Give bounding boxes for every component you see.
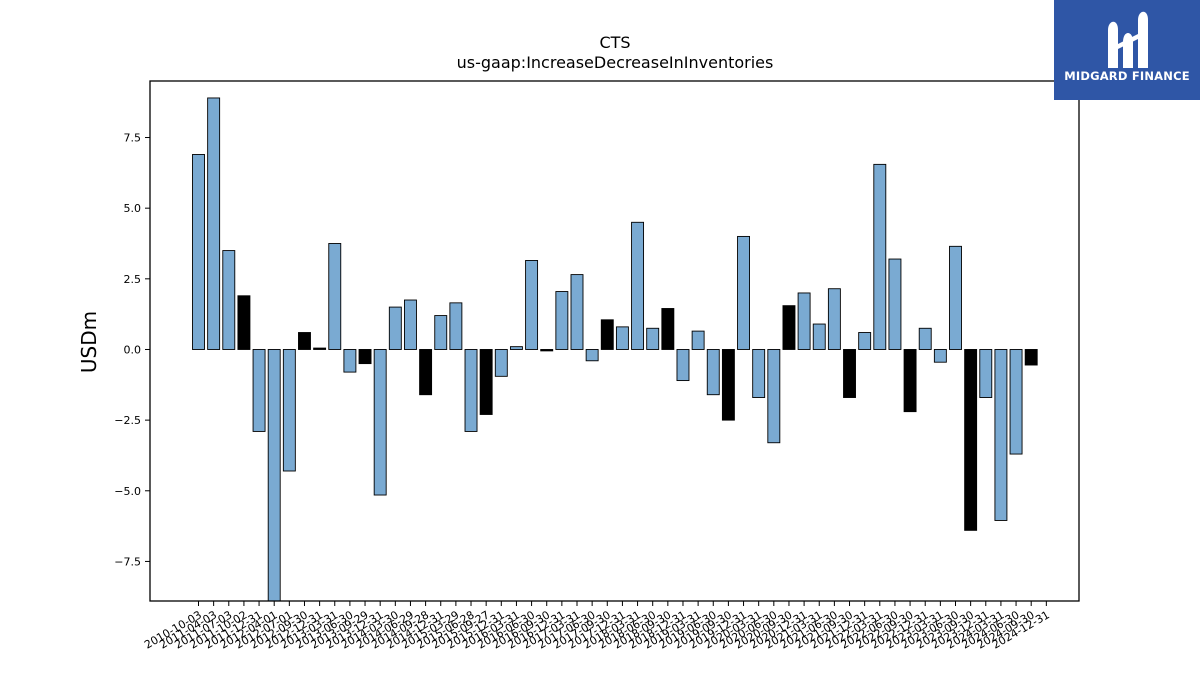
bar: [979, 349, 993, 398]
bar: [328, 243, 342, 350]
y-tick-label: −2.5: [114, 414, 141, 427]
bar: [1024, 349, 1038, 366]
bar: [843, 349, 856, 398]
bar: [540, 349, 554, 352]
y-axis-label: USDm: [77, 311, 101, 373]
bar: [192, 154, 205, 350]
chart-title: CTS: [599, 33, 630, 52]
bar: [949, 245, 962, 350]
bar: [343, 349, 357, 373]
logo-midgard-finance: MIDGARD FINANCE: [1054, 0, 1200, 100]
bar: [464, 349, 478, 432]
bar: [615, 326, 629, 350]
bar: [555, 291, 569, 350]
bar: [600, 319, 614, 350]
y-tick-label: 2.5: [124, 273, 142, 286]
bar: [585, 349, 599, 362]
bar: [373, 349, 387, 496]
y-ticks-group: −7.5 −5.0 −2.5 0.0 2.5 5.0 7.5: [114, 132, 150, 568]
y-tick-label: −7.5: [114, 555, 141, 568]
x-ticks-group: 2010-10-032011-04-032011-07-032011-10-02…: [142, 601, 1052, 652]
bar: [404, 299, 417, 350]
bar: [812, 323, 826, 350]
bar: [282, 349, 296, 472]
bar: [797, 292, 811, 350]
bar: [706, 349, 720, 396]
y-tick-label: 0.0: [124, 343, 142, 356]
bar: [222, 250, 236, 350]
bar: [494, 349, 508, 377]
y-tick-label: 7.5: [124, 132, 142, 145]
bar: [691, 330, 705, 350]
bar: [358, 349, 372, 365]
bar: [237, 295, 251, 350]
bar: [525, 260, 539, 350]
bar: [479, 349, 493, 415]
bar: [994, 349, 1008, 521]
bar: [767, 349, 781, 444]
bar: [207, 97, 221, 350]
bar: [933, 349, 947, 363]
bar: [752, 349, 766, 398]
bar: [888, 258, 902, 350]
y-tick-label: −5.0: [114, 485, 141, 498]
bar: [661, 308, 675, 350]
bar: [646, 327, 660, 350]
bars-group: [192, 97, 1038, 602]
bar: [631, 221, 645, 350]
bar: [388, 306, 402, 350]
bar: [419, 349, 433, 396]
bar: [570, 274, 584, 350]
bar: [873, 163, 887, 350]
bar: [827, 288, 841, 350]
bar: [298, 332, 311, 350]
bar: [509, 346, 523, 350]
bar: [434, 315, 448, 350]
bar: [1009, 349, 1023, 455]
bar: [737, 235, 750, 350]
bar: [858, 332, 872, 350]
bar: [964, 349, 978, 531]
bar: [252, 349, 266, 432]
plot-frame: [149, 80, 1080, 602]
bar: [903, 349, 917, 413]
chart-subtitle: us-gaap:IncreaseDecreaseInInventories: [457, 53, 774, 72]
logo-text: MIDGARD FINANCE: [1064, 69, 1190, 83]
bar: [721, 349, 735, 421]
logo-mark-icon: [1108, 11, 1148, 68]
y-tick-label: 5.0: [124, 202, 142, 215]
bar: [918, 327, 932, 350]
bar: [449, 302, 463, 350]
bar: [782, 305, 796, 350]
bar: [676, 349, 690, 382]
bar: [267, 349, 281, 602]
bar: [313, 347, 327, 350]
